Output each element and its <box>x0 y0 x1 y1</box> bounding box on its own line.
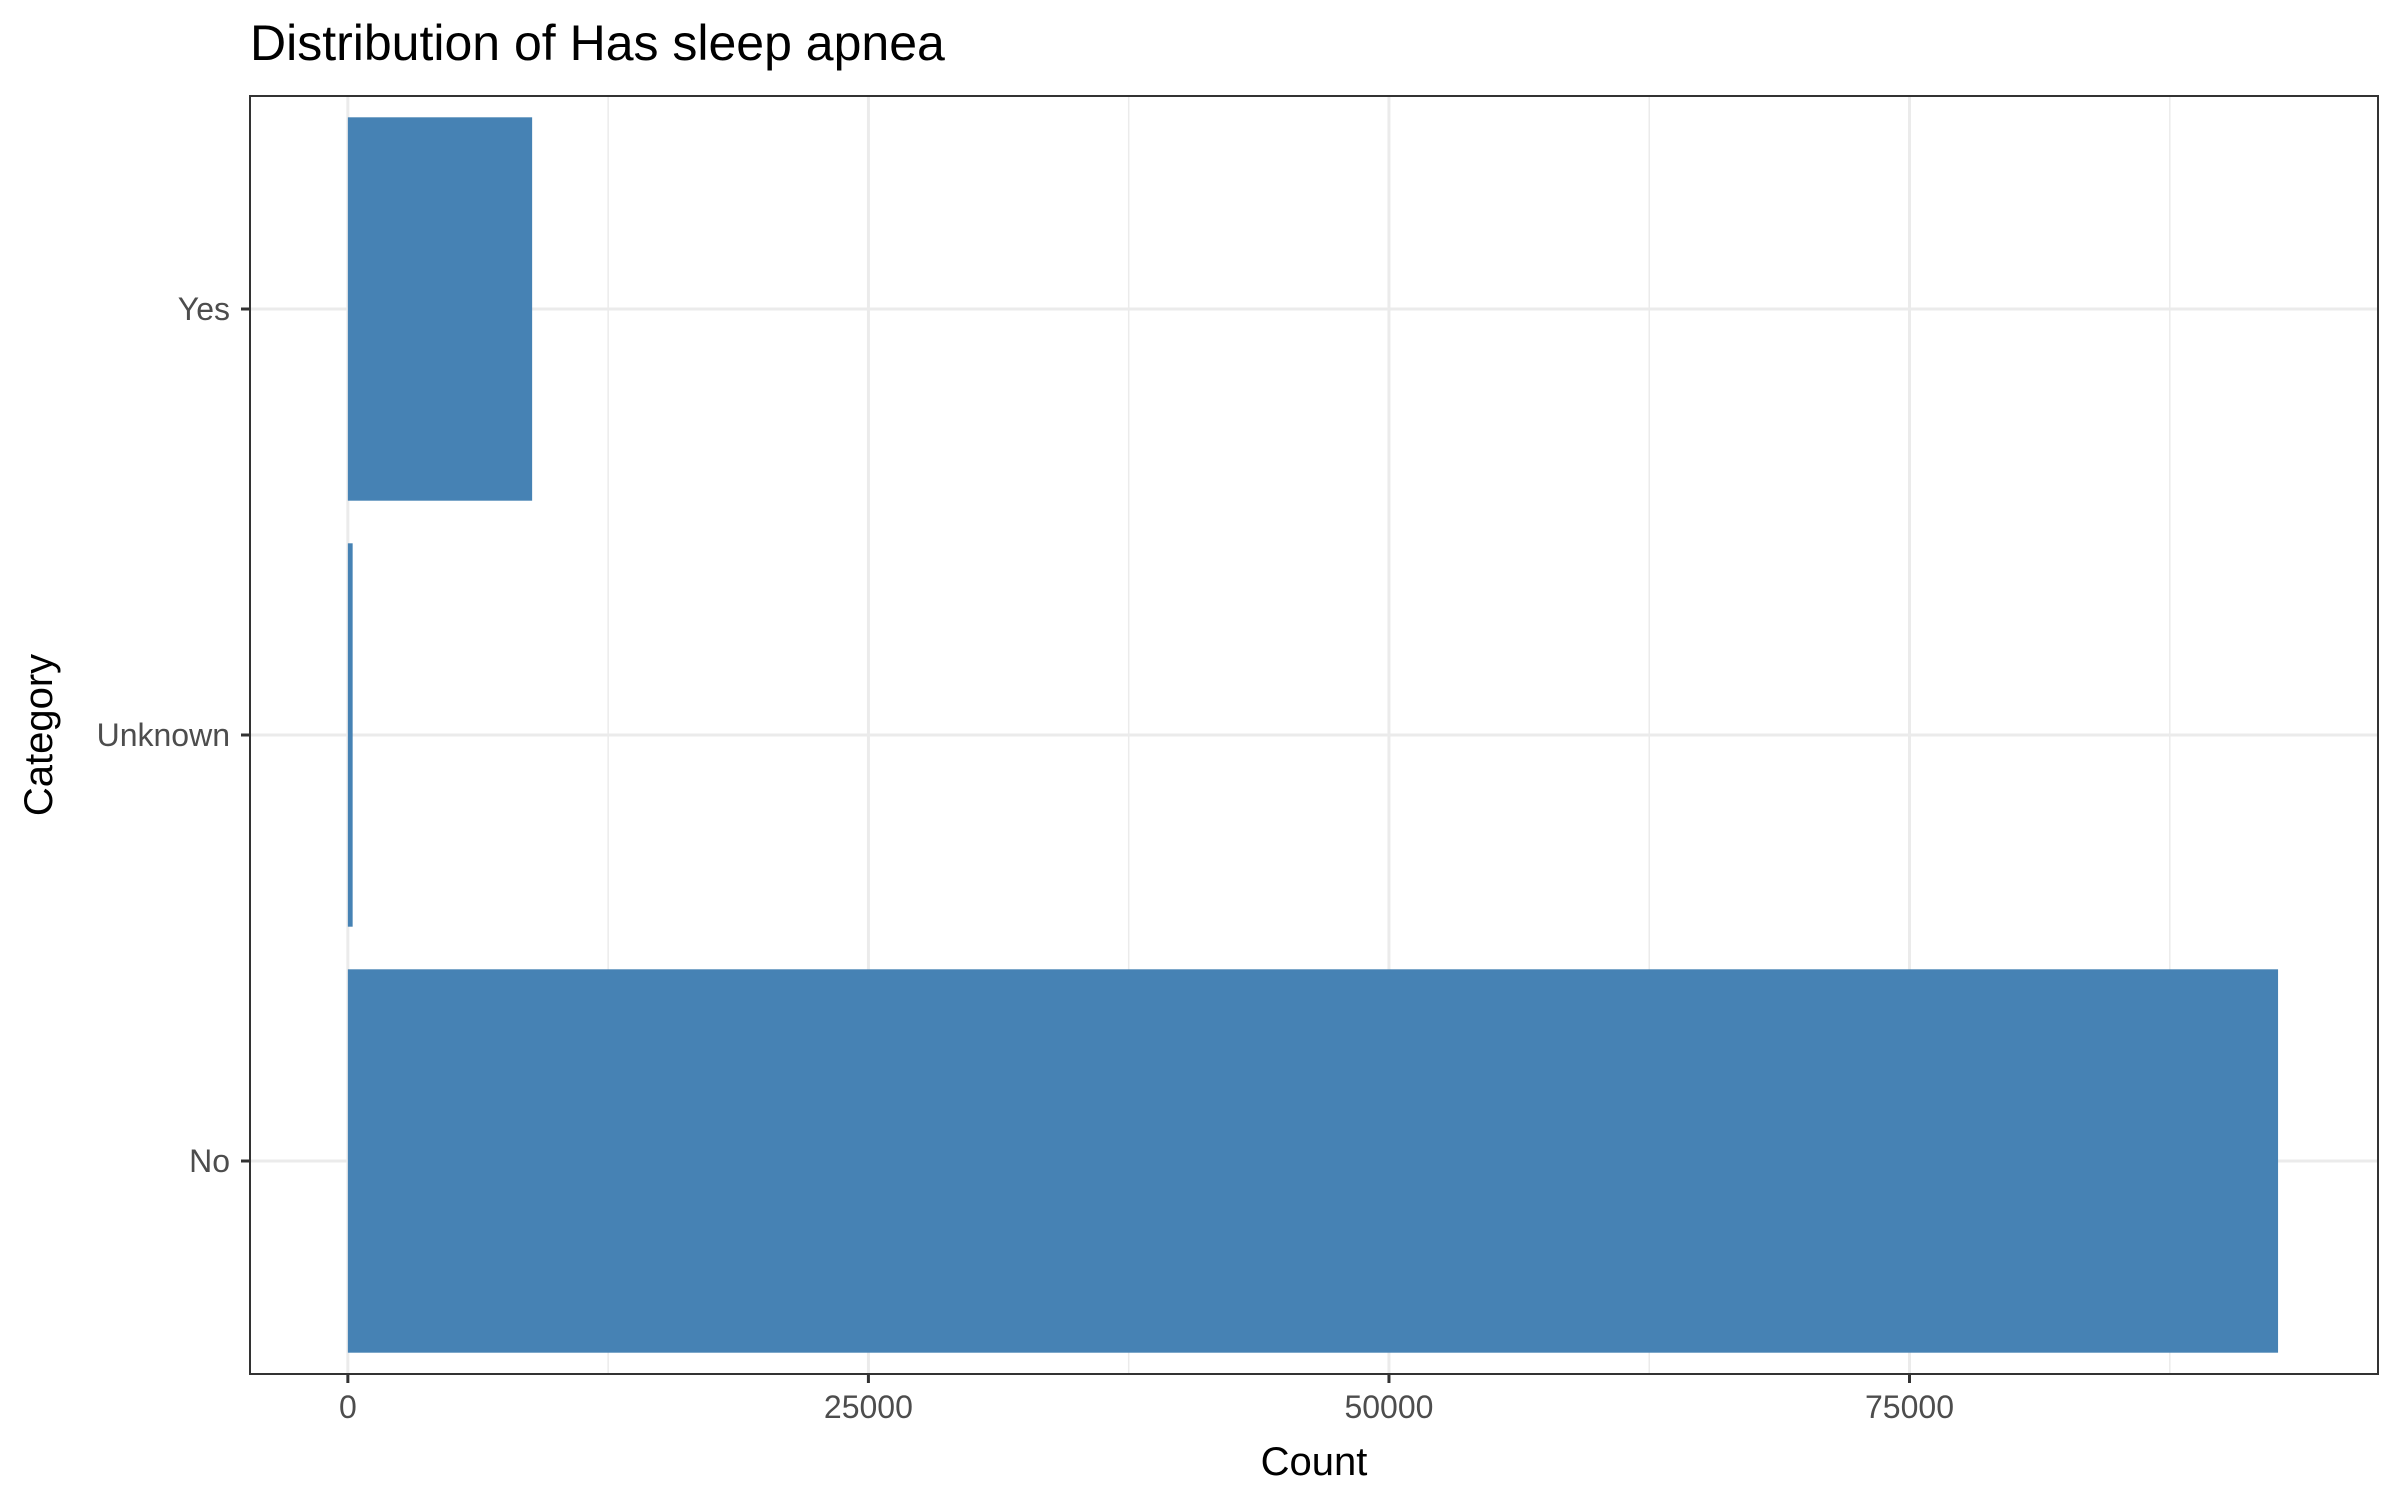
y-axis-title: Category <box>17 654 61 816</box>
x-tick-label: 75000 <box>1865 1389 1954 1425</box>
bars <box>347 117 2279 1353</box>
x-tick-label: 0 <box>339 1389 357 1425</box>
y-tick-label: Unknown <box>97 717 230 753</box>
y-tick-label: No <box>189 1143 230 1179</box>
x-tick-label: 50000 <box>1344 1389 1433 1425</box>
axis-ticks: 0 25000 50000 75000 No Unknown Yes <box>97 291 1954 1425</box>
y-tick-label: Yes <box>178 291 230 327</box>
x-tick-label: 25000 <box>824 1389 913 1425</box>
bar-yes <box>347 117 533 501</box>
chart-title: Distribution of Has sleep apnea <box>250 15 945 71</box>
x-axis-title: Count <box>1261 1440 1368 1484</box>
bar-unknown <box>347 543 353 927</box>
bar-no <box>347 969 2279 1353</box>
